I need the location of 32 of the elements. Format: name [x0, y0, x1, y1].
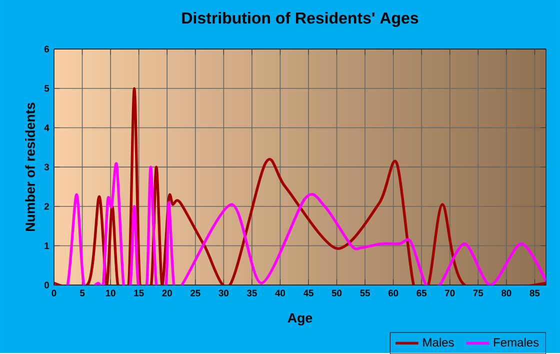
x-tick-label: 65 — [416, 290, 427, 296]
x-tick-label: 80 — [502, 290, 512, 296]
x-tick-label: 35 — [246, 290, 257, 296]
y-tick-label: 6 — [44, 46, 49, 52]
chart-title: Distribution of Residents' Ages — [182, 12, 418, 27]
x-tick-label: 40 — [275, 290, 286, 296]
legend-label: Females — [494, 338, 539, 347]
x-tick-label: 75 — [473, 290, 484, 296]
x-tick-label: 5 — [80, 290, 85, 296]
y-axis-title: Number of residents — [25, 102, 35, 231]
x-tick-label: 45 — [303, 290, 314, 296]
y-tick-label: 0 — [44, 282, 49, 288]
x-tick-label: 20 — [162, 290, 172, 296]
x-tick-label: 55 — [360, 290, 370, 296]
x-tick-label: 0 — [52, 290, 56, 296]
y-tick-label: 2 — [44, 203, 49, 210]
line-series — [54, 86, 546, 285]
y-tick-label: 3 — [44, 164, 49, 170]
x-tick-label: 25 — [190, 290, 200, 296]
x-axis-title: Age — [288, 313, 312, 326]
x-tick-label: 60 — [388, 290, 398, 296]
y-tick-label: 4 — [44, 124, 50, 131]
y-tick-label: 5 — [44, 85, 50, 92]
x-tick-label: 50 — [332, 290, 342, 296]
x-tick-label: 30 — [218, 290, 228, 296]
y-tick-label: 1 — [44, 242, 50, 249]
x-tick-label: 85 — [530, 290, 540, 296]
legend-label: Males — [423, 338, 454, 347]
line-series — [54, 164, 546, 285]
x-tick-label: 15 — [134, 290, 144, 296]
x-tick-label: 10 — [106, 290, 116, 296]
x-tick-label: 70 — [445, 290, 455, 296]
